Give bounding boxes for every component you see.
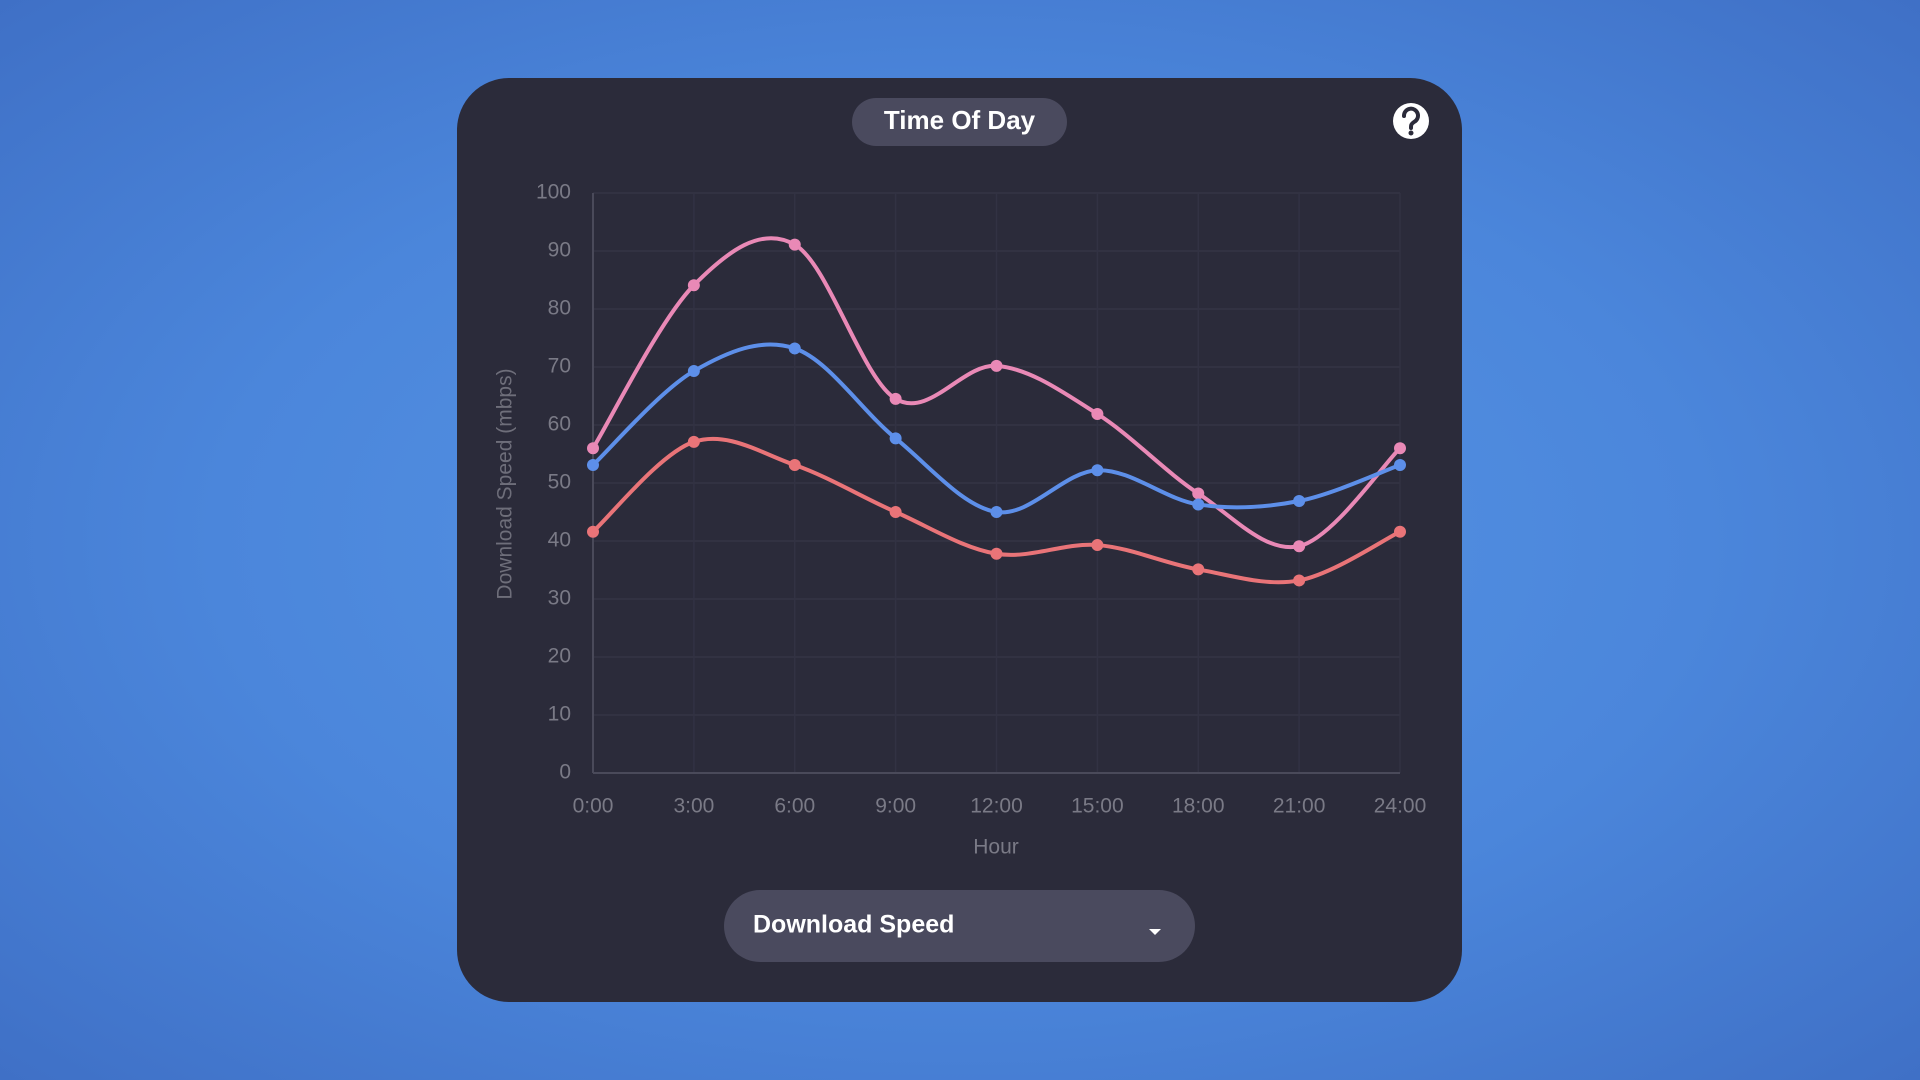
data-point: [1192, 498, 1205, 511]
y-axis-label: Download Speed (mbps): [494, 368, 517, 599]
y-tick-label: 70: [548, 355, 571, 378]
x-tick-label: 15:00: [1071, 795, 1124, 818]
x-axis-label: Hour: [973, 836, 1019, 859]
x-tick-label: 18:00: [1172, 795, 1225, 818]
data-point: [1091, 407, 1104, 420]
data-point: [1394, 459, 1406, 472]
data-point: [1293, 540, 1306, 553]
data-point: [990, 506, 1003, 518]
data-point: [687, 279, 700, 292]
data-point: [1091, 464, 1104, 477]
data-point: [587, 459, 599, 472]
y-tick-label: 80: [548, 297, 571, 320]
x-tick-label: 0:00: [573, 795, 614, 818]
data-point: [889, 432, 902, 445]
data-point: [788, 459, 801, 472]
data-point: [1293, 494, 1306, 507]
data-point: [687, 435, 700, 448]
title: Time Of Day: [884, 105, 1036, 135]
data-point: [1394, 525, 1406, 538]
data-point: [587, 442, 599, 455]
help-icon[interactable]: [1393, 103, 1429, 139]
y-tick-label: 90: [548, 239, 571, 262]
data-point: [1192, 487, 1205, 500]
y-tick-label: 50: [548, 471, 571, 494]
data-point: [1394, 442, 1406, 455]
data-point: [587, 525, 599, 538]
data-point: [1091, 539, 1104, 552]
data-point: [990, 359, 1003, 372]
data-point: [889, 506, 902, 518]
data-point: [1293, 574, 1306, 587]
series-line: [591, 236, 1402, 550]
y-tick-label: 0: [559, 761, 571, 784]
data-point: [687, 365, 700, 378]
data-point: [788, 238, 801, 251]
y-tick-label: 40: [548, 529, 571, 552]
dropdown-label: Download Speed: [753, 911, 954, 939]
help-circle: [1393, 103, 1429, 139]
data-point: [788, 342, 801, 355]
y-tick-label: 20: [548, 645, 571, 668]
title-chip[interactable]: [852, 98, 1067, 146]
data-point: [990, 547, 1003, 560]
data-point: [889, 392, 902, 405]
plot: 0 10 20 30 40 50 60 70 80 90 100 0:00 3:00 6:00 9:00 12…: [536, 181, 1426, 818]
x-tick-label: 12:00: [970, 795, 1023, 818]
dropdown[interactable]: [724, 890, 1195, 962]
data-point: [1192, 563, 1205, 576]
y-tick-label: 60: [548, 413, 571, 436]
x-tick-label: 6:00: [774, 795, 815, 818]
help-dot: [1408, 130, 1414, 136]
dropdown-caret: [1149, 929, 1161, 935]
help-glyph: [1402, 106, 1420, 130]
y-tick-label: 10: [548, 703, 571, 726]
x-tick-label: 21:00: [1273, 795, 1326, 818]
y-tick-label: 100: [536, 181, 571, 204]
y-tick-label: 30: [548, 587, 571, 610]
x-tick-label: 3:00: [673, 795, 714, 818]
x-tick-label: 24:00: [1374, 795, 1427, 818]
x-tick-label: 9:00: [875, 795, 916, 818]
